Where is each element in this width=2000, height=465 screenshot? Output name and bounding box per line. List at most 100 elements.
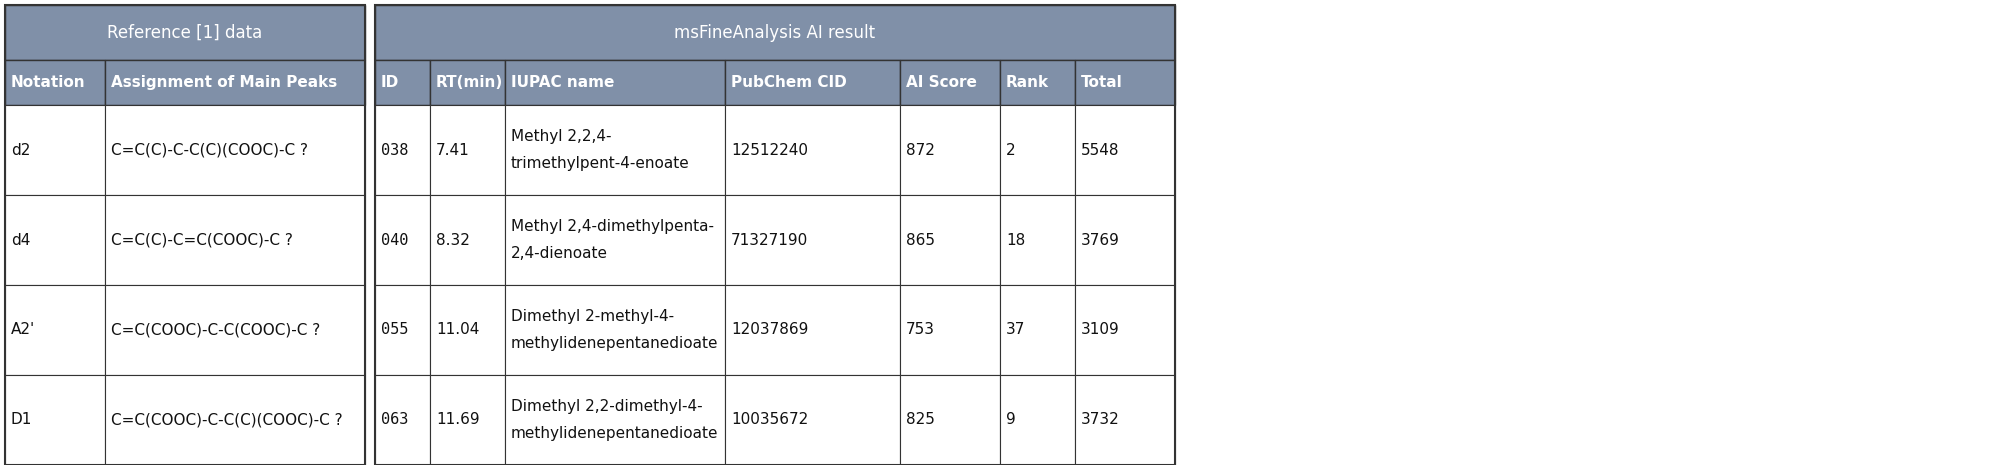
Text: 11.04: 11.04 [436,323,480,338]
Bar [900,105,1000,195]
Bar [504,105,724,195]
Text: ID: ID [380,75,400,90]
Bar [4,285,104,375]
Bar [376,105,430,195]
Bar [104,195,364,285]
Bar [430,105,504,195]
Bar [430,60,504,105]
Bar [1000,375,1076,465]
Text: 11.69: 11.69 [436,412,480,427]
Text: D1: D1 [12,412,32,427]
Bar [504,60,724,105]
Bar [724,375,900,465]
Text: 055: 055 [380,323,408,338]
Text: d2: d2 [12,142,30,158]
Text: trimethylpent-4-enoate: trimethylpent-4-enoate [512,156,690,171]
Bar [4,5,364,465]
Bar [104,60,364,105]
Text: 872: 872 [906,142,934,158]
Bar [1076,375,1176,465]
Text: d4: d4 [12,232,30,247]
Text: 5548: 5548 [1080,142,1120,158]
Text: Dimethyl 2-methyl-4-: Dimethyl 2-methyl-4- [512,309,674,324]
Bar [900,60,1000,105]
Text: C=C(COOC)-C-C(C)(COOC)-C ?: C=C(COOC)-C-C(C)(COOC)-C ? [112,412,342,427]
Bar [376,375,430,465]
Bar [900,285,1000,375]
Text: 12037869: 12037869 [732,323,808,338]
Text: C=C(COOC)-C-C(COOC)-C ?: C=C(COOC)-C-C(COOC)-C ? [112,323,320,338]
Text: IUPAC name: IUPAC name [512,75,614,90]
Bar [4,105,104,195]
Text: 10035672: 10035672 [732,412,808,427]
Bar [4,5,364,60]
Bar [376,285,430,375]
Text: 71327190: 71327190 [732,232,808,247]
Text: PubChem CID: PubChem CID [732,75,846,90]
Bar [4,375,104,465]
Text: Rank: Rank [1006,75,1050,90]
Bar [4,195,104,285]
Bar [1000,195,1076,285]
Bar [724,195,900,285]
Bar [1076,285,1176,375]
Text: 825: 825 [906,412,934,427]
Text: Reference [1] data: Reference [1] data [108,24,262,41]
Text: Methyl 2,4-dimethylpenta-: Methyl 2,4-dimethylpenta- [512,219,714,234]
Text: 3769: 3769 [1080,232,1120,247]
Bar [1000,105,1076,195]
Text: Notation: Notation [12,75,86,90]
Text: 063: 063 [380,412,408,427]
Bar [376,60,430,105]
Text: 8.32: 8.32 [436,232,470,247]
Text: 37: 37 [1006,323,1026,338]
Bar [1000,60,1076,105]
Bar [1076,60,1176,105]
Text: A2': A2' [12,323,36,338]
Text: 040: 040 [380,232,408,247]
Bar [504,285,724,375]
Bar [376,5,1176,465]
Bar [724,105,900,195]
Text: methylidenepentanedioate: methylidenepentanedioate [512,336,718,351]
Text: 2: 2 [1006,142,1016,158]
Text: Total: Total [1080,75,1122,90]
Bar [1076,105,1176,195]
Bar [104,285,364,375]
Bar [104,105,364,195]
Text: Dimethyl 2,2-dimethyl-4-: Dimethyl 2,2-dimethyl-4- [512,399,702,414]
Text: RT(min): RT(min) [436,75,504,90]
Text: 12512240: 12512240 [732,142,808,158]
Bar [724,285,900,375]
Text: 3732: 3732 [1080,412,1120,427]
Bar [376,5,1176,60]
Text: 7.41: 7.41 [436,142,470,158]
Text: 3109: 3109 [1080,323,1120,338]
Bar [1000,285,1076,375]
Text: 2,4-dienoate: 2,4-dienoate [512,246,608,261]
Bar [430,375,504,465]
Bar [504,195,724,285]
Text: msFineAnalysis AI result: msFineAnalysis AI result [674,24,876,41]
Text: C=C(C)-C-C(C)(COOC)-C ?: C=C(C)-C-C(C)(COOC)-C ? [112,142,308,158]
Text: 038: 038 [380,142,408,158]
Bar [1076,195,1176,285]
Bar [900,375,1000,465]
Text: C=C(C)-C=C(COOC)-C ?: C=C(C)-C=C(COOC)-C ? [112,232,292,247]
Bar [4,60,104,105]
Bar [104,375,364,465]
Text: 18: 18 [1006,232,1026,247]
Bar [430,285,504,375]
Bar [724,60,900,105]
Text: 865: 865 [906,232,936,247]
Text: 753: 753 [906,323,936,338]
Bar [430,195,504,285]
Text: methylidenepentanedioate: methylidenepentanedioate [512,426,718,441]
Bar [376,195,430,285]
Bar [900,195,1000,285]
Text: AI Score: AI Score [906,75,976,90]
Text: 9: 9 [1006,412,1016,427]
Text: Methyl 2,2,4-: Methyl 2,2,4- [512,129,612,144]
Text: Assignment of Main Peaks: Assignment of Main Peaks [112,75,338,90]
Bar [504,375,724,465]
